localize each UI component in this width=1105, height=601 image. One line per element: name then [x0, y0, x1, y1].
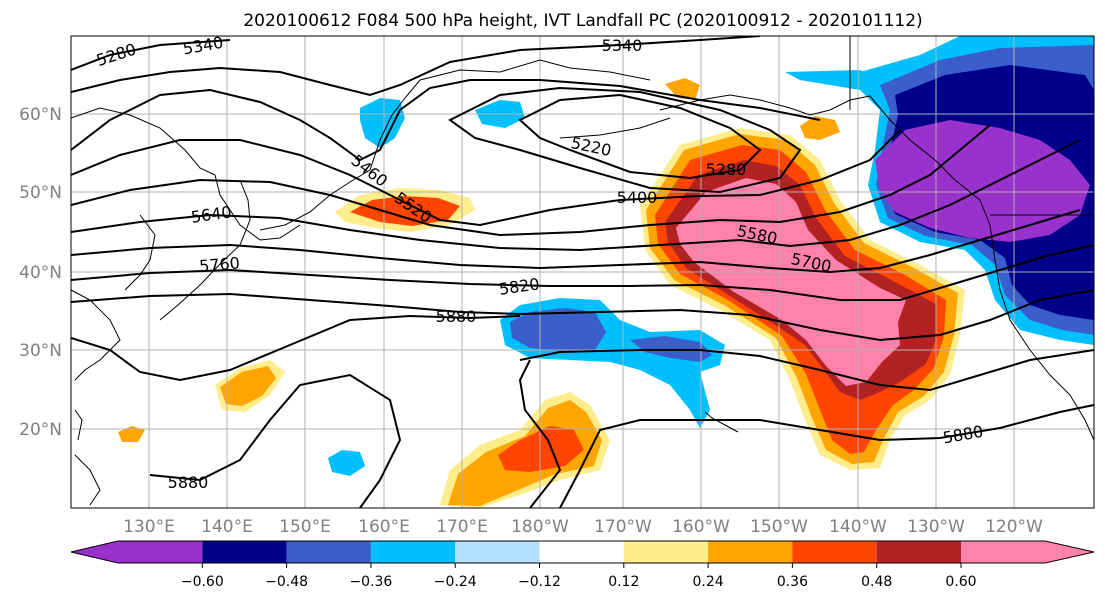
shade-bering-lightblue: [360, 98, 405, 148]
shade-west-orange: [220, 366, 276, 406]
colorbar-tick-label: −0.24: [434, 574, 477, 590]
map-title: 2020100612 F084 500 hPa height, IVT Land…: [243, 11, 922, 31]
coast-philippines: [74, 454, 101, 506]
shade-subtropic-red: [498, 426, 584, 472]
colorbar-segment: [539, 541, 624, 563]
coast-aleutians: [559, 117, 671, 139]
colorbar-segment: [708, 541, 793, 563]
colorbar-tick-label: 0.24: [693, 574, 724, 590]
coast-alaska: [659, 94, 871, 116]
coast-baja: [1029, 349, 1094, 441]
contour-label: 5880: [168, 473, 209, 492]
shade-south-lightblue: [328, 450, 365, 476]
coast-hawaii: [704, 411, 739, 433]
colorbar-tick-label: −0.36: [349, 574, 392, 590]
coast-japan: [159, 179, 251, 321]
shade-na-purple: [875, 120, 1090, 242]
map-frame: [70, 35, 1095, 509]
lat-tick-labels: 60°N 50°N 40°N 30°N 20°N: [19, 105, 62, 440]
lat-tick-label: 60°N: [19, 105, 62, 125]
colorbar-tick-label: −0.12: [518, 574, 561, 590]
colorbar-segment: [792, 541, 877, 563]
coast-kamchatka: [369, 79, 421, 171]
lon-tick-label: 150°W: [750, 517, 808, 537]
colorbar-max-extend: [1045, 541, 1094, 563]
lon-tick-label: 160°W: [672, 517, 730, 537]
contour-label: 5280: [706, 160, 747, 179]
lat-tick-label: 20°N: [19, 420, 62, 440]
colorbar-segment: [961, 541, 1045, 563]
contour-label: 5760: [198, 253, 240, 275]
shade-alaska-orange: [800, 116, 840, 140]
lon-tick-label: 180°W: [511, 517, 569, 537]
lon-tick-labels: 130°E 140°E 150°E 160°E 170°E 180°W 170°…: [123, 517, 1043, 537]
shade-small-orange: [118, 426, 145, 442]
colorbar-segment: [118, 541, 203, 563]
lon-tick-label: 170°E: [436, 517, 488, 537]
coast-kuril: [259, 169, 371, 231]
colorbar-segment: [876, 541, 961, 563]
lon-tick-label: 130°W: [907, 517, 965, 537]
graticule: [71, 36, 1094, 508]
shade-japan-sea-red: [350, 196, 460, 226]
colorbar: −0.60 −0.48 −0.36 −0.24 −0.12 0.12 0.24 …: [70, 540, 1095, 590]
colorbar-tick-label: 0.60: [945, 574, 976, 590]
contour-labels: 5280 5340 5340 5220 5460 5520 5280 5400 …: [94, 33, 985, 492]
ivt-positive-shading: [118, 78, 965, 508]
colorbar-tick-label: −0.48: [265, 574, 308, 590]
colorbar-outline: [70, 540, 1095, 564]
lon-tick-label: 150°E: [279, 517, 331, 537]
lon-tick-label: 120°W: [985, 517, 1043, 537]
lat-tick-label: 30°N: [19, 341, 62, 361]
coast-bc-coast: [869, 95, 1031, 351]
colorbar-tick-label: 0.48: [861, 574, 892, 590]
coastlines: [71, 36, 1094, 506]
lon-tick-label: 130°E: [123, 517, 175, 537]
height-contours: [71, 36, 1094, 508]
lon-tick-label: 140°E: [201, 517, 253, 537]
colorbar-segment: [370, 541, 456, 563]
coast-taiwan: [74, 409, 83, 441]
colorbar-segment: [202, 541, 287, 563]
lat-tick-label: 50°N: [19, 183, 62, 203]
contour-label: 5340: [181, 33, 224, 59]
colorbar-tick-label: 0.12: [608, 574, 639, 590]
coast-chukotka: [419, 59, 651, 81]
colorbar-tick-label: 0.36: [777, 574, 808, 590]
shade-alaska-strip: [785, 70, 880, 82]
shade-bering-orange: [665, 78, 700, 100]
colorbar-segment: [623, 541, 709, 563]
shade-central-blue: [510, 308, 606, 352]
coast-korea: [124, 214, 156, 291]
colorbar-segment: [286, 541, 371, 563]
lon-tick-label: 170°W: [594, 517, 652, 537]
map-panel: 5280 5340 5340 5220 5460 5520 5280 5400 …: [71, 33, 1094, 508]
colorbar-tick-label: −0.60: [181, 574, 224, 590]
lon-tick-label: 140°W: [829, 517, 887, 537]
lon-tick-label: 160°E: [358, 517, 410, 537]
lat-tick-label: 40°N: [19, 263, 62, 283]
contour-label: 5340: [602, 36, 643, 55]
contour-label: 5400: [617, 188, 658, 207]
colorbar-min-extend: [71, 541, 118, 563]
colorbar-ticks: [201, 563, 962, 568]
colorbar-segment: [455, 541, 540, 563]
contour-label: 5880: [436, 307, 477, 326]
coast-asia: [71, 107, 301, 241]
